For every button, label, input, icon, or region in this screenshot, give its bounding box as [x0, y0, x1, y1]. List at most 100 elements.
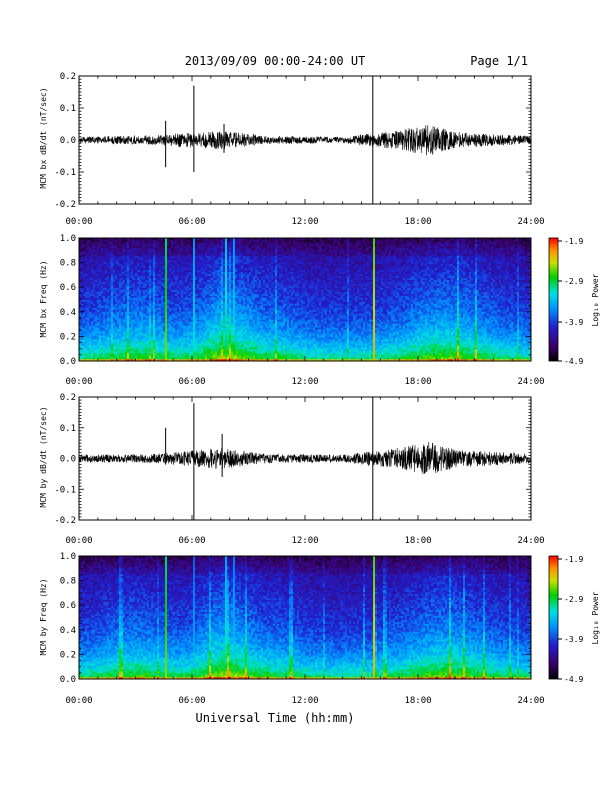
spectrogram-cell: [217, 239, 220, 243]
spectrogram-cell: [185, 287, 188, 290]
spectrogram-cell: [139, 295, 142, 298]
spectrogram-cell: [113, 251, 116, 255]
spectrogram-cell: [201, 245, 204, 249]
spectrogram-cell: [85, 287, 88, 290]
spectrogram-cell: [93, 335, 96, 338]
spectrogram-cell: [221, 333, 224, 336]
spectrogram-cell: [145, 241, 148, 245]
spectrogram-cell: [131, 243, 134, 247]
spectrogram-cell: [193, 357, 196, 360]
spectrogram-cell: [99, 329, 102, 332]
spectrogram-cell: [187, 301, 190, 304]
spectrogram-cell: [175, 279, 178, 282]
spectrogram-cell: [117, 323, 120, 326]
spectrogram-cell: [203, 295, 206, 298]
spectrogram-cell: [131, 273, 134, 276]
spectrogram-cell: [171, 273, 174, 276]
spectrogram-cell: [185, 255, 188, 259]
spectrogram-cell: [221, 245, 224, 249]
spectrogram-cell: [163, 247, 166, 251]
spectrogram-cell: [173, 279, 176, 282]
spectrogram-cell: [133, 335, 136, 338]
spectrogram-cell: [191, 289, 194, 292]
spectrogram-cell: [231, 277, 234, 280]
spectrogram-cell: [135, 255, 138, 259]
spectrogram-cell: [91, 357, 94, 360]
spectrogram-cell: [97, 239, 100, 243]
spectrogram-cell: [147, 277, 150, 280]
spectrogram-cell: [91, 305, 94, 308]
spectrogram-cell: [197, 289, 200, 292]
spectrogram-cell: [189, 289, 192, 292]
spectrogram-cell: [231, 247, 234, 251]
spectrogram-cell: [231, 293, 234, 296]
spectrogram-cell: [131, 263, 134, 267]
spectrogram-cell: [195, 279, 198, 282]
spectrogram-cell: [119, 315, 122, 318]
spectrogram-cell: [193, 301, 196, 304]
spectrogram-cell: [133, 249, 136, 253]
spectrogram-cell: [107, 249, 110, 253]
spectrogram-cell: [133, 313, 136, 316]
spectrogram-cell: [223, 349, 226, 352]
spectrogram-cell: [95, 335, 98, 338]
spectrogram-cell: [187, 263, 190, 267]
spectrogram-cell: [151, 351, 154, 354]
spectrogram-cell: [187, 247, 190, 251]
spectrogram-cell: [117, 267, 120, 271]
spectrogram-cell: [151, 238, 154, 241]
spectrogram-cell: [159, 241, 162, 245]
spectrogram-cell: [137, 313, 140, 316]
spectrogram-cell: [111, 319, 114, 322]
spectrogram-cell: [183, 335, 186, 338]
spectrogram-cell: [79, 309, 82, 312]
spectrogram-cell: [91, 309, 94, 312]
spectrogram-cell: [157, 347, 160, 350]
spectrogram-cell: [219, 251, 222, 255]
spectrogram-cell: [193, 299, 196, 302]
spectrogram-cell: [81, 263, 84, 267]
spectrogram-cell: [141, 335, 144, 338]
spectrogram-cell: [111, 289, 114, 292]
spectrogram-cell: [185, 317, 188, 320]
spectrogram-cell: [187, 293, 190, 296]
spectrogram-cell: [197, 307, 200, 310]
spectrogram-cell: [203, 285, 206, 288]
spectrogram-cell: [127, 243, 130, 247]
spectrogram-cell: [121, 341, 124, 344]
spectrogram-cell: [227, 355, 230, 358]
spectrogram-cell: [223, 341, 226, 344]
spectrogram-cell: [115, 257, 118, 261]
spectrogram-cell: [185, 281, 188, 284]
spectrogram-cell: [181, 359, 184, 362]
spectrogram-cell: [219, 329, 222, 332]
spectrogram-cell: [193, 311, 196, 314]
spectrogram-cell: [217, 253, 220, 257]
spectrogram-cell: [161, 317, 164, 320]
spectrogram-cell: [199, 263, 202, 267]
spectrogram-cell: [169, 275, 172, 278]
spectrogram-cell: [135, 281, 138, 284]
spectrogram-cell: [137, 249, 140, 253]
spectrogram-cell: [81, 271, 84, 275]
spectrogram-cell: [97, 295, 100, 298]
spectrogram-cell: [163, 289, 166, 292]
spectrogram-cell: [127, 261, 130, 265]
spectrogram-cell: [135, 357, 138, 360]
spectrogram-cell: [119, 343, 122, 346]
spectrogram-cell: [205, 317, 208, 320]
spectrogram-cell: [125, 301, 128, 304]
spectrogram-cell: [109, 263, 112, 267]
spectrogram-cell: [135, 345, 138, 348]
spectrogram-cell: [175, 299, 178, 302]
spectrogram-cells: [79, 238, 532, 362]
spectrogram-cell: [225, 315, 228, 318]
spectrogram-cell: [197, 261, 200, 265]
spectrogram-cell: [95, 261, 98, 265]
spectrogram-cell: [143, 317, 146, 320]
spectrogram-cell: [89, 247, 92, 251]
spectrogram-cell: [187, 355, 190, 358]
spectrogram-cell: [215, 281, 218, 284]
spectrogram-cell: [183, 267, 186, 271]
spectrogram-cell: [201, 301, 204, 304]
